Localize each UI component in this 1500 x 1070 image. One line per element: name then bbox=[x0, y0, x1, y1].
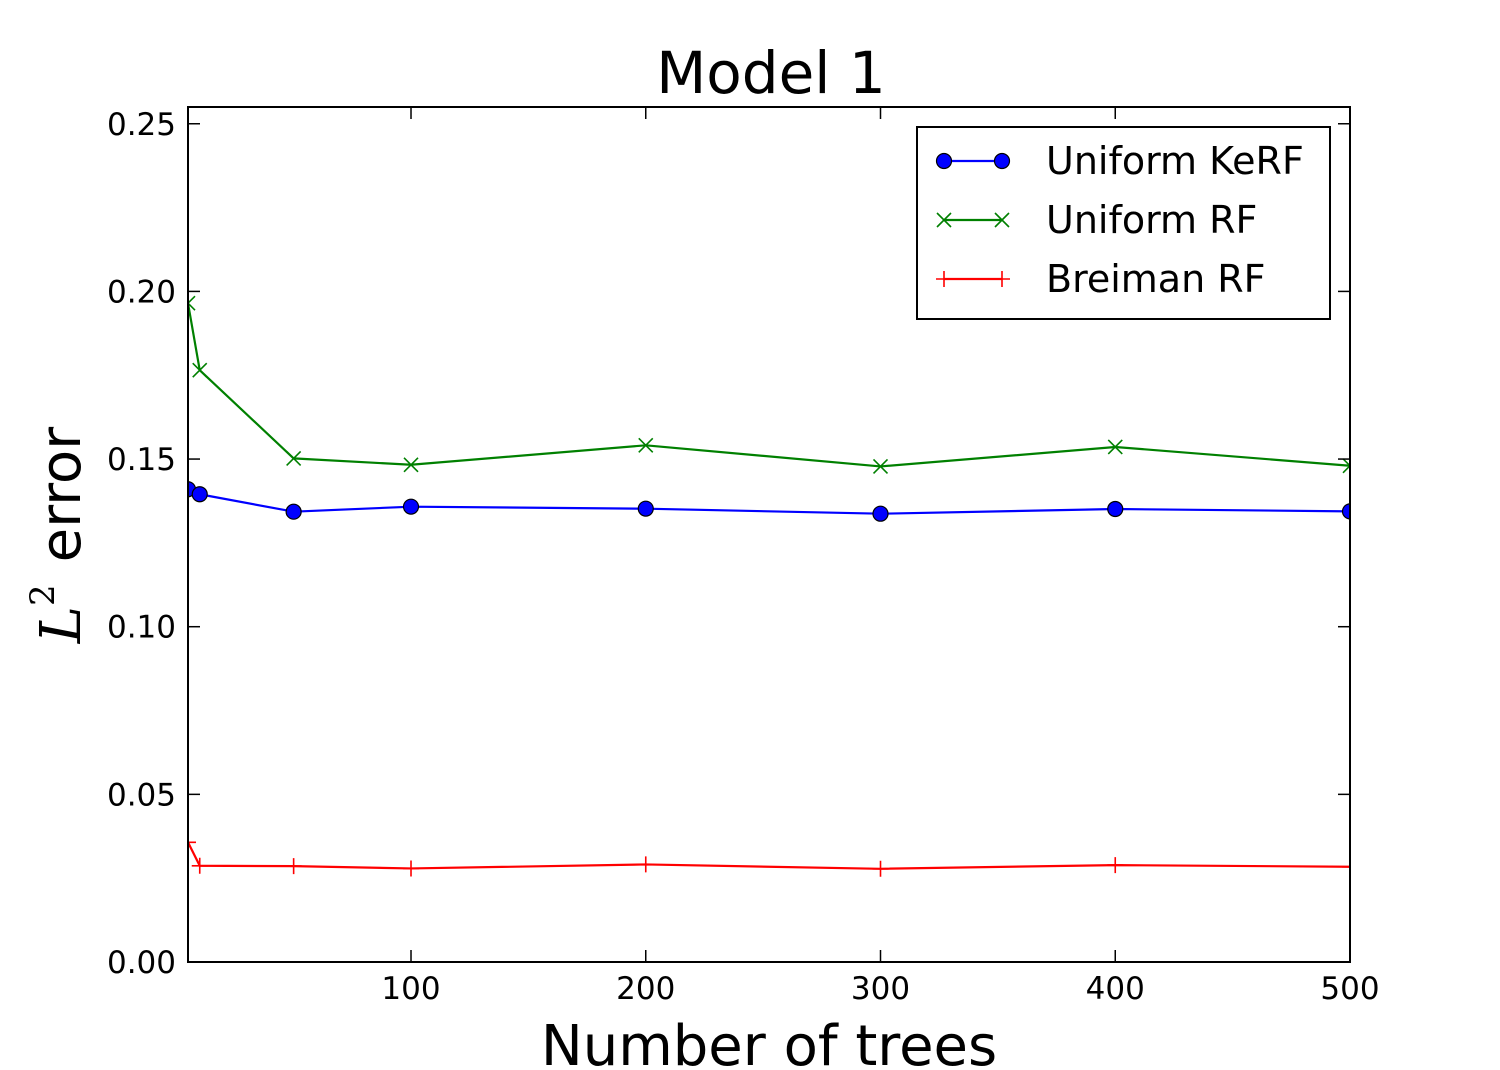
series-uniform-kerf bbox=[188, 481, 1350, 522]
x-tick-label: 200 bbox=[616, 971, 675, 1007]
series-line-uniform-rf bbox=[188, 302, 1350, 468]
data-point-uniform-kerf bbox=[872, 505, 889, 522]
y-tick-label: 0.25 bbox=[107, 107, 176, 143]
x-tick-label: 400 bbox=[1086, 971, 1145, 1007]
y-tick-label: 0.20 bbox=[107, 274, 176, 310]
legend-label: Breiman RF bbox=[1046, 257, 1266, 301]
data-point-uniform-kerf bbox=[1341, 503, 1350, 520]
series-line-breiman-rf bbox=[188, 841, 1350, 870]
x-tick-label: 500 bbox=[1320, 971, 1379, 1007]
data-point-uniform-rf bbox=[188, 295, 196, 311]
data-point-uniform-rf bbox=[1342, 458, 1350, 474]
legend-marker bbox=[993, 152, 1011, 170]
legend-marker bbox=[936, 212, 952, 228]
x-axis: 100 200 300 400 500 bbox=[381, 107, 1380, 1007]
data-point-breiman-rf bbox=[1107, 857, 1124, 874]
data-point-uniform-kerf bbox=[637, 500, 654, 517]
legend-item-uniform-kerf: Uniform KeRF bbox=[935, 139, 1304, 183]
data-point-uniform-rf bbox=[403, 457, 419, 473]
legend: Uniform KeRF Uniform RF Breiman RF bbox=[916, 126, 1331, 320]
x-tick-label: 300 bbox=[851, 971, 910, 1007]
data-point-breiman-rf bbox=[637, 856, 654, 873]
y-tick-label: 0.15 bbox=[107, 442, 176, 478]
plot-frame bbox=[187, 106, 1351, 963]
data-point-breiman-rf bbox=[188, 834, 196, 851]
data-point-breiman-rf bbox=[872, 860, 889, 877]
legend-marker bbox=[994, 271, 1010, 287]
legend-marker bbox=[935, 152, 953, 170]
legend-item-breiman-rf: Breiman RF bbox=[936, 257, 1266, 301]
svg-text:L2error: L2 error bbox=[23, 426, 94, 644]
data-point-uniform-kerf bbox=[402, 498, 420, 515]
y-tick-label: 0.05 bbox=[107, 777, 176, 813]
legend-item-uniform-rf: Uniform RF bbox=[936, 198, 1257, 242]
legend-marker bbox=[994, 212, 1010, 228]
chart-title: Model 1 bbox=[656, 39, 885, 107]
data-point-breiman-rf bbox=[191, 857, 208, 874]
data-point-uniform-rf bbox=[192, 362, 208, 378]
data-point-uniform-rf bbox=[286, 450, 302, 466]
data-point-uniform-rf bbox=[872, 458, 889, 475]
x-tick-label: 100 bbox=[381, 971, 440, 1007]
y-tick-label: 0.10 bbox=[107, 610, 176, 646]
data-point-breiman-rf bbox=[285, 858, 302, 875]
series-uniform-rf bbox=[188, 295, 1350, 475]
legend-box bbox=[916, 126, 1331, 320]
y-axis-label-math-sup: 2 bbox=[23, 584, 63, 606]
y-axis-label-math-base: L bbox=[29, 606, 94, 644]
y-axis-label: L2 error bbox=[23, 426, 94, 644]
data-point-uniform-kerf bbox=[285, 503, 302, 520]
legend-marker bbox=[936, 271, 952, 287]
data-point-uniform-kerf bbox=[191, 486, 208, 503]
legend-label: Uniform KeRF bbox=[1046, 139, 1304, 183]
data-point-uniform-kerf bbox=[1107, 500, 1124, 518]
data-point-breiman-rf bbox=[403, 860, 420, 877]
data-point-breiman-rf bbox=[1342, 858, 1350, 875]
series-line-uniform-kerf bbox=[188, 488, 1350, 515]
x-axis-label: Number of trees bbox=[541, 1014, 997, 1070]
y-axis: 0.00 0.05 0.10 0.15 0.20 0.25 bbox=[107, 107, 1350, 981]
y-tick-label: 0.00 bbox=[107, 945, 176, 981]
legend-label: Uniform RF bbox=[1046, 198, 1257, 242]
data-point-uniform-rf bbox=[1107, 439, 1123, 455]
series-layer bbox=[188, 295, 1350, 877]
series-breiman-rf bbox=[188, 834, 1350, 877]
y-axis-label-text: error bbox=[29, 426, 94, 563]
data-point-uniform-rf bbox=[638, 437, 654, 453]
